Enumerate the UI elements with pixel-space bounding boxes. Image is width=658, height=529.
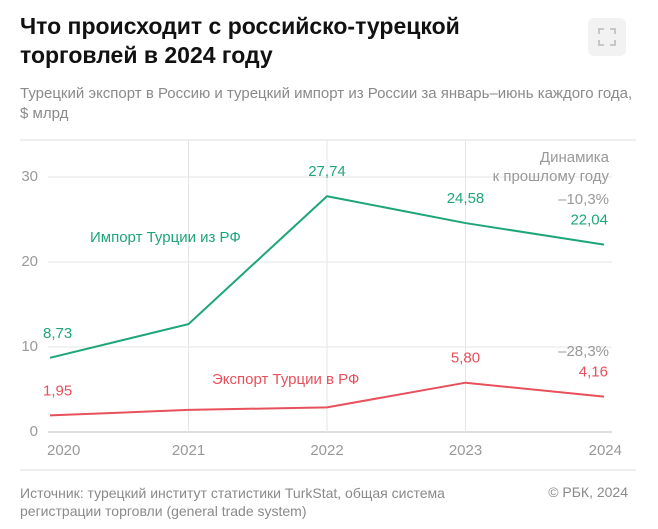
series-name: Импорт Турции из РФ — [90, 229, 241, 246]
y-tick-label: 30 — [21, 168, 38, 185]
x-tick-label: 2021 — [172, 442, 205, 459]
value-label: 4,16 — [579, 364, 608, 381]
value-label: 5,80 — [451, 350, 480, 367]
value-label: 1,95 — [43, 382, 72, 399]
chart: 0 10 20 30 2020 2021 2022 2023 2024 8,73 27,74 24,5… — [20, 139, 636, 471]
expand-icon — [598, 28, 616, 46]
series-line — [49, 381, 605, 417]
y-tick-label: 10 — [21, 338, 38, 355]
change-label: –10,3% — [558, 191, 609, 208]
series-line — [49, 195, 605, 359]
value-label: 8,73 — [43, 325, 72, 342]
credit: © РБК, 2024 — [548, 484, 628, 500]
x-tick-label: 2024 — [589, 442, 622, 459]
annotation: к прошлому году — [493, 168, 610, 185]
change-label: –28,3% — [558, 343, 609, 360]
source: Источник: турецкий институт статистики T… — [20, 485, 445, 519]
x-tick-label: 2022 — [310, 442, 343, 459]
series-name: Экспорт Турции в РФ — [212, 371, 359, 388]
annotation: Динамика — [540, 149, 610, 166]
title: Что происходит с российско-турецкой торг… — [20, 13, 460, 68]
subtitle: Турецкий экспорт в Россию и турецкий имп… — [20, 85, 633, 122]
value-label: 22,04 — [570, 212, 608, 229]
x-tick-label: 2020 — [47, 442, 80, 459]
expand-button[interactable] — [588, 18, 626, 56]
value-label: 27,74 — [308, 163, 346, 180]
x-tick-label: 2023 — [449, 442, 482, 459]
value-label: 24,58 — [447, 190, 485, 207]
y-tick-label: 0 — [30, 423, 38, 440]
y-tick-label: 20 — [21, 253, 38, 270]
